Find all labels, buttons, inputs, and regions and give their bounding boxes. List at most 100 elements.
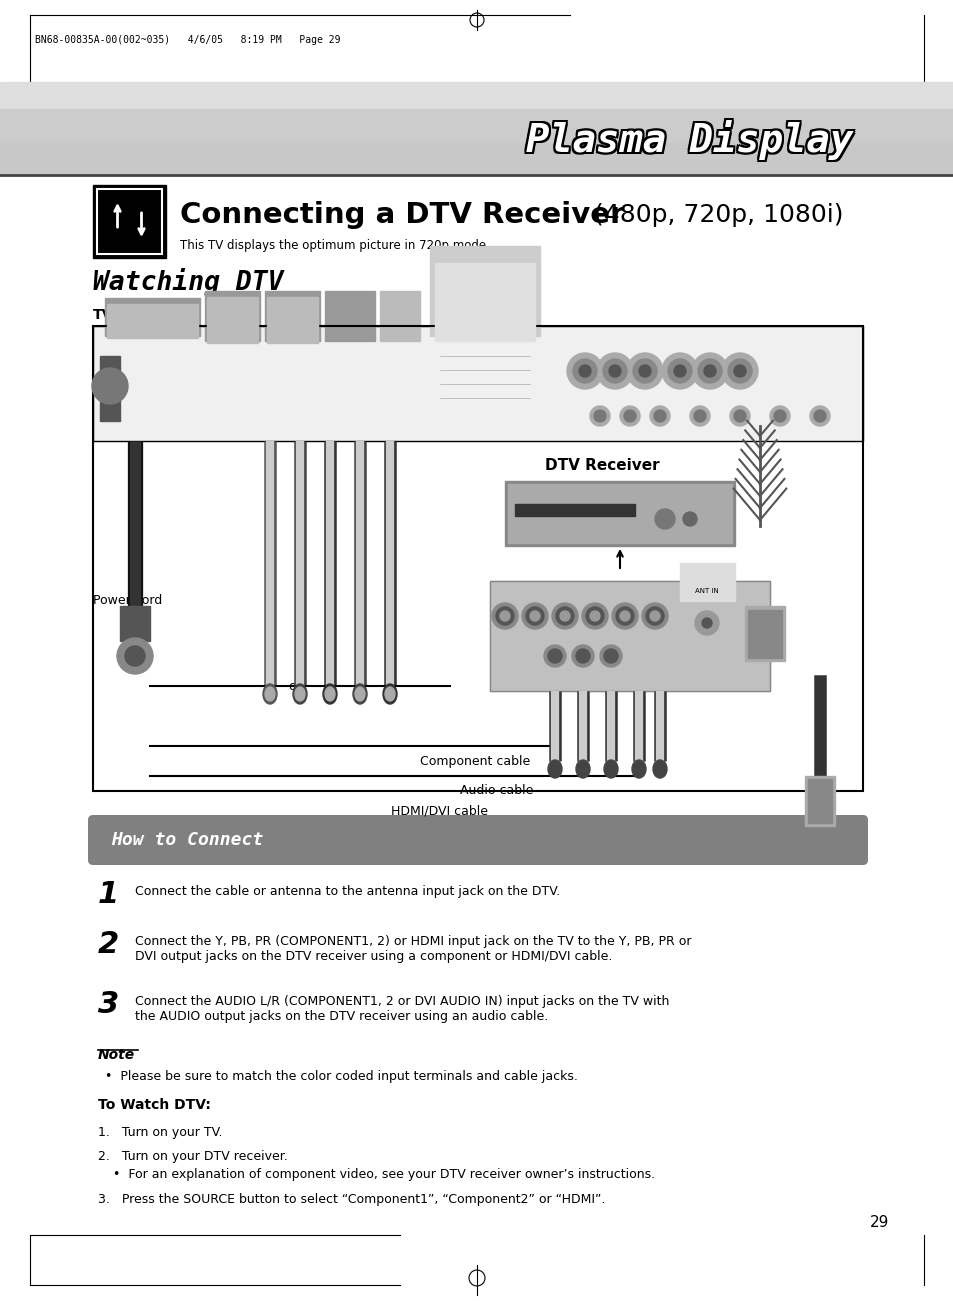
Bar [490,582,769,691]
Bar [747,610,781,658]
Text: Plasma Display: Plasma Display [528,122,855,163]
Text: Plasma Display: Plasma Display [528,118,855,157]
Bar [120,606,150,641]
Ellipse shape [547,760,561,778]
Bar [267,297,317,343]
Text: or: or [289,679,301,692]
Text: Connect the AUDIO L/R (COMPONENT1, 2 or DVI AUDIO IN) input jacks on the TV with: Connect the AUDIO L/R (COMPONENT1, 2 or … [135,995,669,1008]
Circle shape [667,359,691,382]
FancyBboxPatch shape [88,814,867,865]
Circle shape [602,359,626,382]
Circle shape [641,602,667,628]
Text: 1.   Turn on your TV.: 1. Turn on your TV. [98,1125,222,1138]
Circle shape [721,353,758,389]
Circle shape [619,611,629,621]
Text: Connect the Y, PB, PR (COMPONENT1, 2) or HDMI input jack on the TV to the Y, PB,: Connect the Y, PB, PR (COMPONENT1, 2) or… [135,935,691,948]
Ellipse shape [355,687,365,701]
Circle shape [649,406,669,425]
Circle shape [530,611,539,621]
Circle shape [125,647,145,666]
Circle shape [499,611,510,621]
Circle shape [623,410,636,422]
Circle shape [585,608,603,624]
Text: Plasma Display: Plasma Display [524,120,851,160]
Circle shape [809,406,829,425]
Circle shape [701,618,711,628]
Bar [92,327,862,441]
Circle shape [727,359,751,382]
Bar [100,356,120,422]
Text: BN68-00835A-00(002~035)   4/6/05   8:19 PM   Page 29: BN68-00835A-00(002~035) 4/6/05 8:19 PM P… [35,35,340,46]
Bar [205,291,260,341]
Circle shape [581,602,607,628]
Text: Plasma Display: Plasma Display [524,118,851,157]
Circle shape [576,649,589,664]
Text: 3.   Press the SOURCE button to select “Component1”, “Component2” or “HDMI”.: 3. Press the SOURCE button to select “Co… [98,1193,605,1206]
Bar [325,291,375,341]
Ellipse shape [323,684,336,704]
Circle shape [639,366,650,377]
Text: 1: 1 [98,879,119,909]
Text: Note: Note [98,1049,135,1062]
Ellipse shape [382,684,396,704]
Text: Plasma Display: Plasma Display [526,118,853,157]
Bar [97,189,162,254]
Text: ANT IN: ANT IN [695,588,719,595]
Bar [0,88,953,176]
Circle shape [599,645,621,667]
Bar [0,109,953,142]
Bar [507,484,731,543]
Ellipse shape [325,687,335,701]
Circle shape [552,602,578,628]
Bar [105,298,200,336]
Circle shape [733,366,745,377]
Circle shape [616,608,634,624]
Circle shape [689,406,709,425]
Text: HDMI/DVI cable: HDMI/DVI cable [391,804,488,817]
Text: To Watch DTV:: To Watch DTV: [98,1098,211,1112]
Text: •  For an explanation of component video, see your DTV receiver owner’s instruct: • For an explanation of component video,… [112,1168,655,1181]
Circle shape [612,602,638,628]
Circle shape [556,608,574,624]
Bar [515,503,635,516]
Text: Plasma Display: Plasma Display [526,122,853,163]
Bar [804,775,834,826]
Circle shape [649,611,659,621]
Circle shape [547,649,561,664]
Circle shape [521,602,547,628]
Ellipse shape [293,684,307,704]
Bar [679,563,734,601]
Bar [0,88,953,100]
Ellipse shape [265,687,274,701]
Circle shape [661,353,698,389]
Bar [92,185,166,258]
Circle shape [496,608,514,624]
Bar [92,327,862,791]
Circle shape [703,366,716,377]
Text: Plasma Display: Plasma Display [524,122,851,163]
Ellipse shape [603,760,618,778]
Circle shape [769,406,789,425]
Text: This TV displays the optimum picture in 720p mode.: This TV displays the optimum picture in … [180,238,489,251]
Bar [107,304,198,338]
Text: Plasma Display: Plasma Display [526,120,853,160]
Circle shape [733,410,745,422]
Circle shape [608,366,620,377]
Circle shape [578,366,590,377]
Circle shape [773,410,785,422]
Bar [490,582,769,691]
Text: •  Please be sure to match the color coded input terminals and cable jacks.: • Please be sure to match the color code… [105,1069,578,1082]
Circle shape [813,410,825,422]
Bar [379,291,419,341]
Bar [207,297,257,343]
Bar [435,263,535,341]
Circle shape [673,366,685,377]
Ellipse shape [294,687,305,701]
Text: Plasma Display: Plasma Display [528,120,855,160]
Bar [430,246,539,336]
Circle shape [655,509,675,530]
Text: 3: 3 [98,990,119,1019]
Ellipse shape [263,684,276,704]
Circle shape [573,359,597,382]
Text: DTV Receiver: DTV Receiver [544,458,659,474]
